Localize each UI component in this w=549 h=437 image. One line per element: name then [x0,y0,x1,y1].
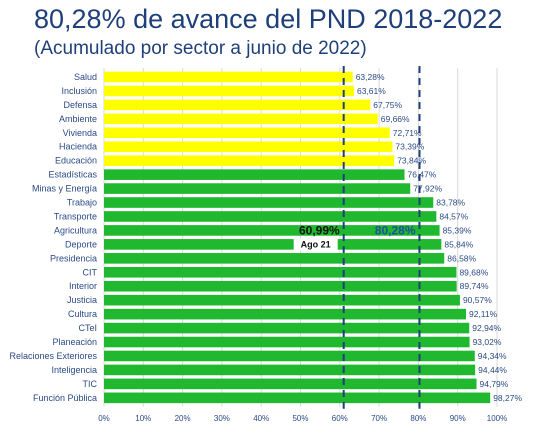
x-tick-label: 70% [371,414,387,423]
bar [104,211,437,222]
x-tick-label: 10% [135,414,151,423]
value-label: 77,92% [413,184,442,194]
bar [104,239,442,250]
value-label: 67,75% [373,100,402,110]
reference-sublabel-background [293,238,338,251]
value-label: 93,02% [473,337,502,347]
category-label: Función Pública [33,393,97,403]
category-label: Presidencia [50,253,97,263]
category-label: Estadísticas [48,170,97,180]
value-label: 89,68% [459,267,488,277]
category-label: Interior [69,281,97,291]
value-label: 85,84% [444,239,473,249]
reference-line-label: 80,28% [375,223,416,237]
x-tick-label: 60% [332,414,348,423]
category-label: CTeI [78,323,97,333]
x-tick-label: 0% [98,414,110,423]
x-tick-label: 30% [214,414,230,423]
bar [104,113,378,125]
bar [104,392,491,404]
category-label: CIT [83,267,98,277]
category-label: Hacienda [59,142,97,152]
x-tick-label: 50% [292,414,308,423]
category-label: Vivienda [63,128,97,138]
value-label: 73,39% [395,142,424,152]
value-label: 92,11% [469,309,498,319]
category-label: Minas y Energía [32,184,97,194]
bar [104,322,470,334]
chart-title: 80,28% de avance del PND 2018-2022 [34,4,503,34]
bar [104,294,460,306]
category-label: Trabajo [67,198,97,208]
x-tick-label: 40% [253,414,269,423]
bar [104,253,445,264]
bar [104,378,477,390]
value-label: 94,34% [478,351,507,361]
category-label: Agricultura [54,225,97,235]
category-label: Ambiente [59,114,97,124]
bar [104,364,476,376]
category-label: Educación [55,156,97,166]
x-tick-label: 80% [410,414,426,423]
value-label: 86,58% [447,253,476,263]
category-label: Inclusión [61,86,97,96]
value-label: 89,74% [460,281,489,291]
bar [104,225,440,236]
value-label: 63,28% [356,72,385,82]
bar [104,183,411,194]
bar [104,280,457,292]
category-label: Defensa [63,100,97,110]
bar [104,308,466,320]
x-tick-label: 100% [487,414,507,423]
category-label: Justicia [67,295,97,305]
bar [104,197,434,208]
value-label: 69,66% [381,114,410,124]
value-label: 92,94% [472,323,501,333]
bar [104,71,353,83]
bar [104,336,470,348]
value-label: 85,39% [443,225,472,235]
value-label: 76,47% [408,170,437,180]
value-label: 72,71% [393,128,422,138]
bar [104,127,390,139]
bar [104,266,457,278]
bar [104,169,405,180]
category-label: Inteligencia [51,365,97,375]
category-label: Relaciones Exteriores [9,351,97,361]
value-label: 83,78% [436,198,465,208]
category-label: TIC [83,379,98,389]
bar [104,350,475,362]
category-label: Planeación [52,337,97,347]
value-label: 73,84% [397,156,426,166]
reference-line-label: 60,99% [299,223,340,237]
x-tick-label: 90% [450,414,466,423]
bar [104,99,371,111]
bar [104,85,354,97]
value-label: 63,61% [357,86,386,96]
value-label: 90,57% [463,295,492,305]
value-label: 98,27% [493,393,522,403]
category-label: Transporte [54,211,97,221]
bar [104,155,395,166]
value-label: 94,44% [478,365,507,375]
bar [104,141,393,153]
chart-subtitle: (Acumulado por sector a junio de 2022) [34,38,367,59]
category-label: Deporte [65,239,97,249]
reference-sublabel: Ago 21 [301,239,331,249]
category-label: Cultura [68,309,97,319]
value-label: 84,57% [439,211,468,221]
x-tick-label: 20% [175,414,191,423]
value-label: 94,79% [480,379,509,389]
category-label: Salud [74,72,97,82]
